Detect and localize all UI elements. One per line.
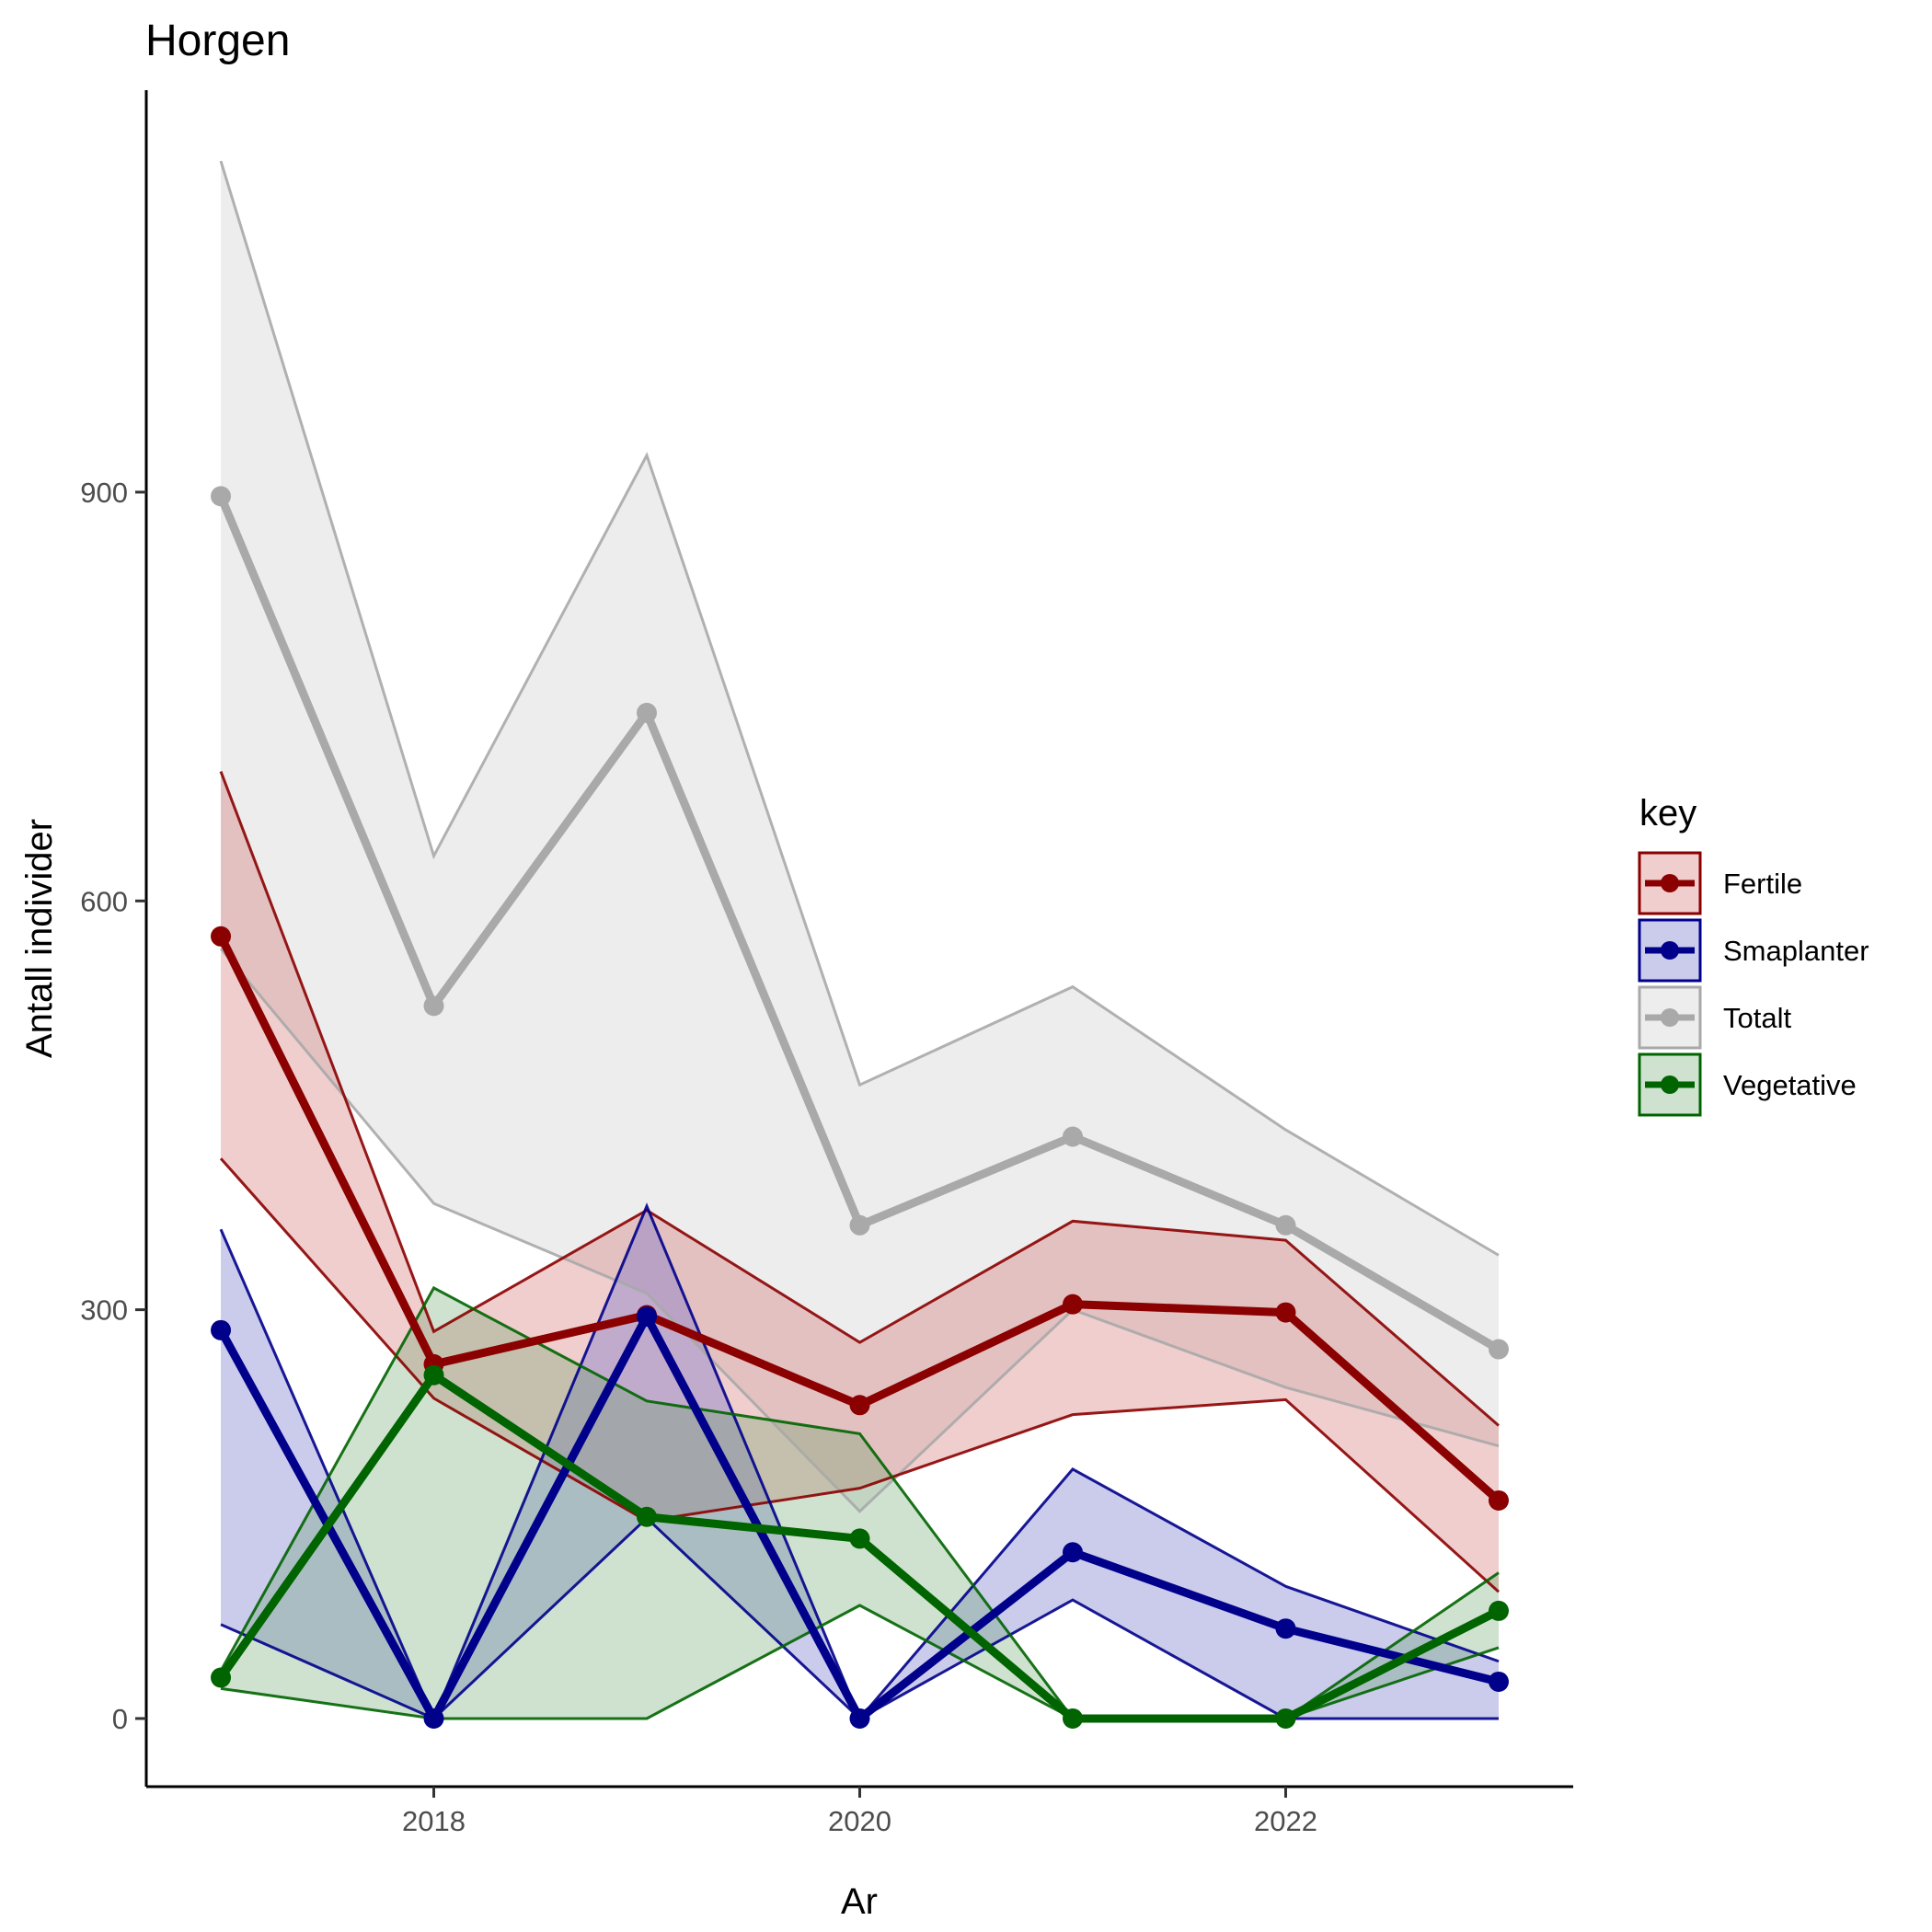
point-totalt-2021 bbox=[1062, 1126, 1083, 1147]
legend-label-vegetative: Vegetative bbox=[1723, 1069, 1857, 1101]
point-fertile-2022 bbox=[1275, 1302, 1296, 1323]
point-fertile-2023 bbox=[1488, 1489, 1509, 1511]
point-vegetative-2017 bbox=[211, 1667, 232, 1688]
x-tick-label-2018: 2018 bbox=[402, 1805, 466, 1837]
point-totalt-2018 bbox=[423, 995, 444, 1017]
x-ticks: 2018 2020 2022 bbox=[402, 1787, 1317, 1837]
point-smaplanter-2023 bbox=[1488, 1671, 1509, 1692]
ribbon-fertile bbox=[221, 771, 1499, 1593]
y-tick-label-300: 300 bbox=[80, 1294, 128, 1327]
y-tick-label-600: 600 bbox=[80, 885, 128, 917]
y-axis-title: Antall individer bbox=[19, 819, 60, 1058]
y-tick-label-900: 900 bbox=[80, 477, 128, 509]
legend-item-fertile: Fertile bbox=[1638, 851, 1802, 915]
point-smaplanter-2017 bbox=[211, 1319, 232, 1340]
point-smaplanter-2020 bbox=[849, 1708, 870, 1729]
legend-key-point-vegetative bbox=[1661, 1075, 1679, 1094]
y-ticks: 0 300 600 900 bbox=[80, 477, 146, 1735]
point-smaplanter-2022 bbox=[1275, 1618, 1296, 1639]
point-vegetative-2019 bbox=[637, 1506, 658, 1527]
legend-key-point-fertile bbox=[1661, 874, 1679, 892]
x-tick-label-2020: 2020 bbox=[828, 1805, 891, 1837]
legend-title: key bbox=[1639, 793, 1696, 834]
legend: key Fertile Smaplanter Totalt Vegetative bbox=[1638, 793, 1869, 1117]
point-smaplanter-2019 bbox=[637, 1306, 658, 1328]
chart-title: Horgen bbox=[145, 17, 290, 65]
point-totalt-2019 bbox=[637, 702, 658, 723]
y-tick-label-0: 0 bbox=[112, 1703, 128, 1735]
point-vegetative-2020 bbox=[849, 1528, 870, 1549]
point-totalt-2020 bbox=[849, 1214, 870, 1236]
upper-bound-fertile bbox=[219, 771, 1500, 1427]
legend-item-vegetative: Vegetative bbox=[1638, 1052, 1857, 1117]
point-totalt-2023 bbox=[1488, 1339, 1509, 1360]
point-totalt-2022 bbox=[1275, 1214, 1296, 1236]
point-vegetative-2022 bbox=[1275, 1708, 1296, 1729]
point-fertile-2021 bbox=[1062, 1294, 1083, 1315]
point-fertile-2017 bbox=[211, 926, 232, 947]
lower-bound-totalt bbox=[219, 948, 1500, 1513]
point-smaplanter-2021 bbox=[1062, 1542, 1083, 1563]
x-tick-label-2022: 2022 bbox=[1254, 1805, 1317, 1837]
lower-bound-fertile bbox=[219, 1157, 1500, 1593]
ribbon-totalt bbox=[221, 161, 1499, 1512]
point-smaplanter-2018 bbox=[423, 1708, 444, 1729]
upper-bound-totalt bbox=[219, 160, 1500, 1257]
legend-label-totalt: Totalt bbox=[1723, 1002, 1791, 1034]
legend-key-point-smaplanter bbox=[1661, 941, 1679, 960]
points-layer bbox=[211, 486, 1509, 1729]
point-fertile-2020 bbox=[849, 1395, 870, 1416]
legend-key-point-totalt bbox=[1661, 1008, 1679, 1027]
ribbon-vegetative bbox=[221, 1287, 1499, 1719]
point-totalt-2017 bbox=[211, 486, 232, 507]
point-vegetative-2018 bbox=[423, 1364, 444, 1386]
legend-label-smaplanter: Smaplanter bbox=[1723, 935, 1869, 967]
legend-keys: Fertile Smaplanter Totalt Vegetative bbox=[1638, 851, 1869, 1117]
point-vegetative-2021 bbox=[1062, 1708, 1083, 1729]
x-axis-title: Ar bbox=[841, 1881, 878, 1922]
legend-item-smaplanter: Smaplanter bbox=[1638, 918, 1869, 983]
legend-label-fertile: Fertile bbox=[1723, 868, 1802, 900]
legend-item-totalt: Totalt bbox=[1638, 985, 1791, 1050]
ribbons-layer bbox=[221, 161, 1499, 1719]
point-vegetative-2023 bbox=[1488, 1600, 1509, 1621]
